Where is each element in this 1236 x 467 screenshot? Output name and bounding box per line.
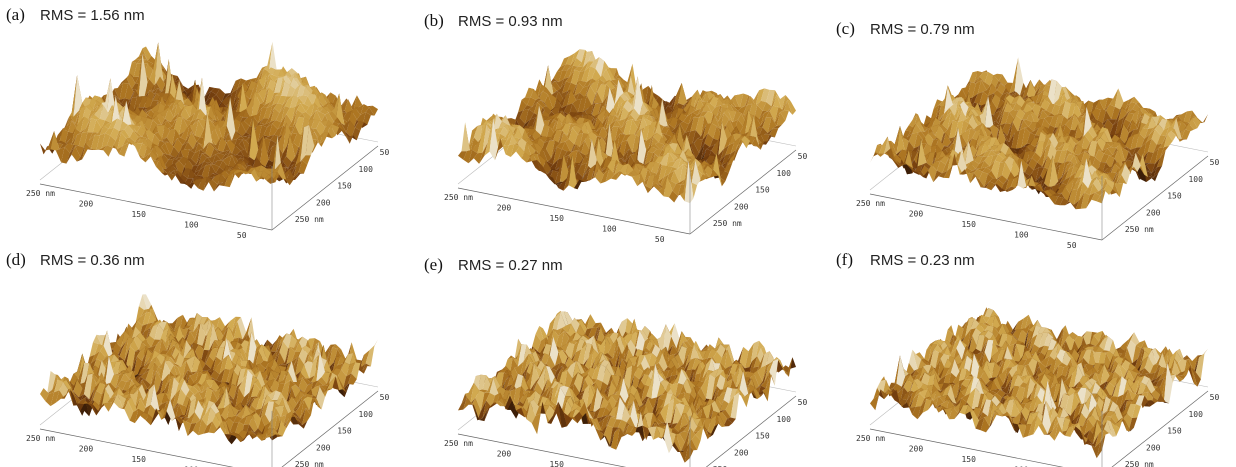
x-tick-label: 200: [497, 203, 512, 212]
x-tick-label: 150: [961, 220, 976, 229]
axis-x: [458, 188, 690, 234]
axis-x: [40, 184, 272, 230]
panel: (d)RMS = 0.36 nm250 nm200150100505010015…: [6, 250, 389, 467]
x-tick-label: 150: [549, 214, 564, 223]
rms-label: RMS = 1.56 nm: [40, 7, 145, 24]
y-tick-label: 100: [1188, 175, 1203, 184]
figure: (a) RMS = 1.56 nm 250 nm 200 150 100 50 50 100 15…: [0, 0, 1236, 467]
panel: (a) RMS = 1.56 nm 250 nm 200 150 100 50 50 100 15…: [6, 5, 389, 240]
x-tick-label: 250 nm: [444, 193, 473, 202]
panel-letter: (c): [836, 19, 855, 38]
y-tick-label: 150: [337, 182, 352, 191]
y-tick-label: 50: [380, 148, 390, 157]
y-tick-label: 50: [1210, 158, 1220, 167]
panel-letter: (d): [6, 250, 26, 269]
panel-letter: (b): [424, 11, 444, 30]
panel-letter: (a): [6, 5, 25, 24]
x-tick-label: 50: [1067, 241, 1077, 250]
x-tick-label: 150: [131, 210, 146, 219]
x-tick-label: 200: [79, 199, 94, 208]
y-tick-label: 200: [1146, 208, 1161, 217]
x-tick-label: 100: [184, 220, 199, 229]
x-tick-label: 50: [237, 231, 247, 240]
y-tick-label: 250 nm: [713, 219, 742, 228]
panel: (b) RMS = 0.93 nm 250 nm 200 150 100 50 50 100 15…: [424, 11, 807, 244]
y-tick-label: 150: [755, 186, 770, 195]
y-tick-label: 150: [1167, 192, 1182, 201]
y-tick-label: 100: [776, 169, 791, 178]
x-tick-label: 100: [602, 224, 617, 233]
y-tick-label: 100: [358, 165, 373, 174]
x-tick-label: 250 nm: [26, 189, 55, 198]
y-tick-label: 200: [316, 198, 331, 207]
rms-label: RMS = 0.93 nm: [458, 13, 563, 30]
rms-label: RMS = 0.36 nm: [40, 252, 145, 269]
x-tick-label: 200: [909, 209, 924, 218]
surface-cell: [462, 122, 471, 153]
y-tick-label: 250 nm: [1125, 225, 1154, 234]
y-tick-label: 200: [734, 202, 749, 211]
x-tick-label: 100: [1014, 230, 1029, 239]
x-tick-label: 50: [655, 235, 665, 244]
y-tick-label: 250 nm: [295, 215, 324, 224]
panel: (c) RMS = 0.79 nm 250 nm 200 150 100 50 50 100 15…: [836, 19, 1219, 250]
y-tick-label: 50: [798, 152, 808, 161]
rms-label: RMS = 0.79 nm: [870, 21, 975, 38]
x-tick-label: 250 nm: [856, 199, 885, 208]
